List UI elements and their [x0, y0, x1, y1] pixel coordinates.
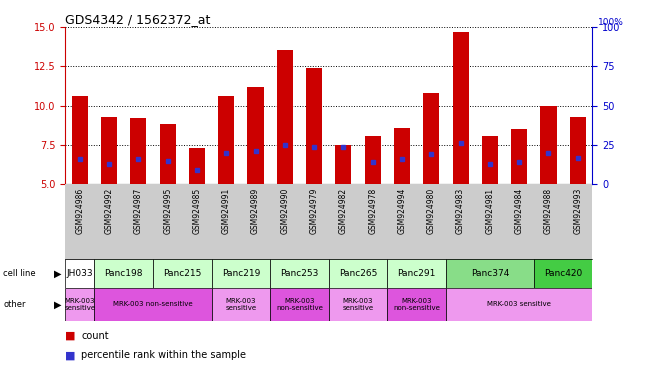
Bar	[101, 117, 117, 184]
Text: ▶: ▶	[54, 299, 62, 310]
Text: GSM924991: GSM924991	[222, 188, 230, 234]
Bar	[452, 31, 469, 184]
Bar	[153, 259, 212, 288]
Bar	[306, 68, 322, 184]
Text: MRK-003
sensitive: MRK-003 sensitive	[225, 298, 256, 311]
Text: Panc420: Panc420	[544, 269, 582, 278]
Text: cell line: cell line	[3, 269, 36, 278]
Text: GSM924978: GSM924978	[368, 188, 377, 234]
Text: GSM924990: GSM924990	[281, 188, 289, 235]
Text: Panc265: Panc265	[339, 269, 377, 278]
Text: MRK-003
sensitive: MRK-003 sensitive	[342, 298, 374, 311]
Bar	[189, 148, 205, 184]
Bar	[270, 259, 329, 288]
Text: Panc215: Panc215	[163, 269, 201, 278]
Text: GSM924988: GSM924988	[544, 188, 553, 234]
Bar	[277, 50, 293, 184]
Bar	[534, 259, 592, 288]
Bar	[218, 96, 234, 184]
Bar	[65, 259, 94, 288]
Text: GSM924980: GSM924980	[427, 188, 436, 234]
Text: GSM924995: GSM924995	[163, 188, 172, 235]
Bar	[511, 129, 527, 184]
Text: Panc198: Panc198	[104, 269, 143, 278]
Text: MRK-003
non-sensitive: MRK-003 non-sensitive	[393, 298, 440, 311]
Text: Panc291: Panc291	[398, 269, 436, 278]
Bar	[540, 106, 557, 184]
Text: GSM924982: GSM924982	[339, 188, 348, 234]
Bar	[387, 259, 446, 288]
Text: Panc219: Panc219	[222, 269, 260, 278]
Bar	[212, 259, 270, 288]
Text: GSM924992: GSM924992	[105, 188, 113, 234]
Bar	[394, 127, 410, 184]
Bar	[65, 288, 94, 321]
Bar	[94, 259, 153, 288]
Text: ■: ■	[65, 350, 76, 360]
Text: GSM924993: GSM924993	[574, 188, 582, 235]
Bar	[94, 288, 212, 321]
Text: GSM924981: GSM924981	[486, 188, 494, 234]
Bar	[446, 288, 592, 321]
Bar	[423, 93, 439, 184]
Bar	[482, 136, 498, 184]
Text: GSM924987: GSM924987	[134, 188, 143, 234]
Bar	[446, 259, 534, 288]
Bar	[130, 118, 146, 184]
Bar	[247, 87, 264, 184]
Bar	[387, 288, 446, 321]
Bar	[72, 96, 88, 184]
Bar	[159, 124, 176, 184]
Text: MRK-003 sensitive: MRK-003 sensitive	[487, 301, 551, 307]
Text: other: other	[3, 300, 26, 309]
Bar	[329, 288, 387, 321]
Text: GSM924994: GSM924994	[398, 188, 406, 235]
Text: ▶: ▶	[54, 268, 62, 279]
Text: ■: ■	[65, 331, 76, 341]
Text: GSM924979: GSM924979	[310, 188, 318, 235]
Text: MRK-003 non-sensitive: MRK-003 non-sensitive	[113, 301, 193, 307]
Text: count: count	[81, 331, 109, 341]
Bar	[335, 145, 352, 184]
Text: 100%: 100%	[598, 18, 624, 26]
Text: MRK-003
non-sensitive: MRK-003 non-sensitive	[276, 298, 323, 311]
Text: GSM924983: GSM924983	[456, 188, 465, 234]
Bar	[329, 259, 387, 288]
Text: JH033: JH033	[66, 269, 93, 278]
Text: Panc374: Panc374	[471, 269, 509, 278]
Text: GSM924984: GSM924984	[515, 188, 523, 234]
Text: GSM924989: GSM924989	[251, 188, 260, 234]
Text: GSM924986: GSM924986	[76, 188, 84, 234]
Text: GDS4342 / 1562372_at: GDS4342 / 1562372_at	[65, 13, 210, 26]
Bar	[570, 117, 586, 184]
Text: MRK-003
sensitive: MRK-003 sensitive	[64, 298, 95, 311]
Bar	[270, 288, 329, 321]
Text: GSM924985: GSM924985	[193, 188, 201, 234]
Text: Panc253: Panc253	[281, 269, 318, 278]
Text: percentile rank within the sample: percentile rank within the sample	[81, 350, 246, 360]
Bar	[365, 136, 381, 184]
Bar	[212, 288, 270, 321]
